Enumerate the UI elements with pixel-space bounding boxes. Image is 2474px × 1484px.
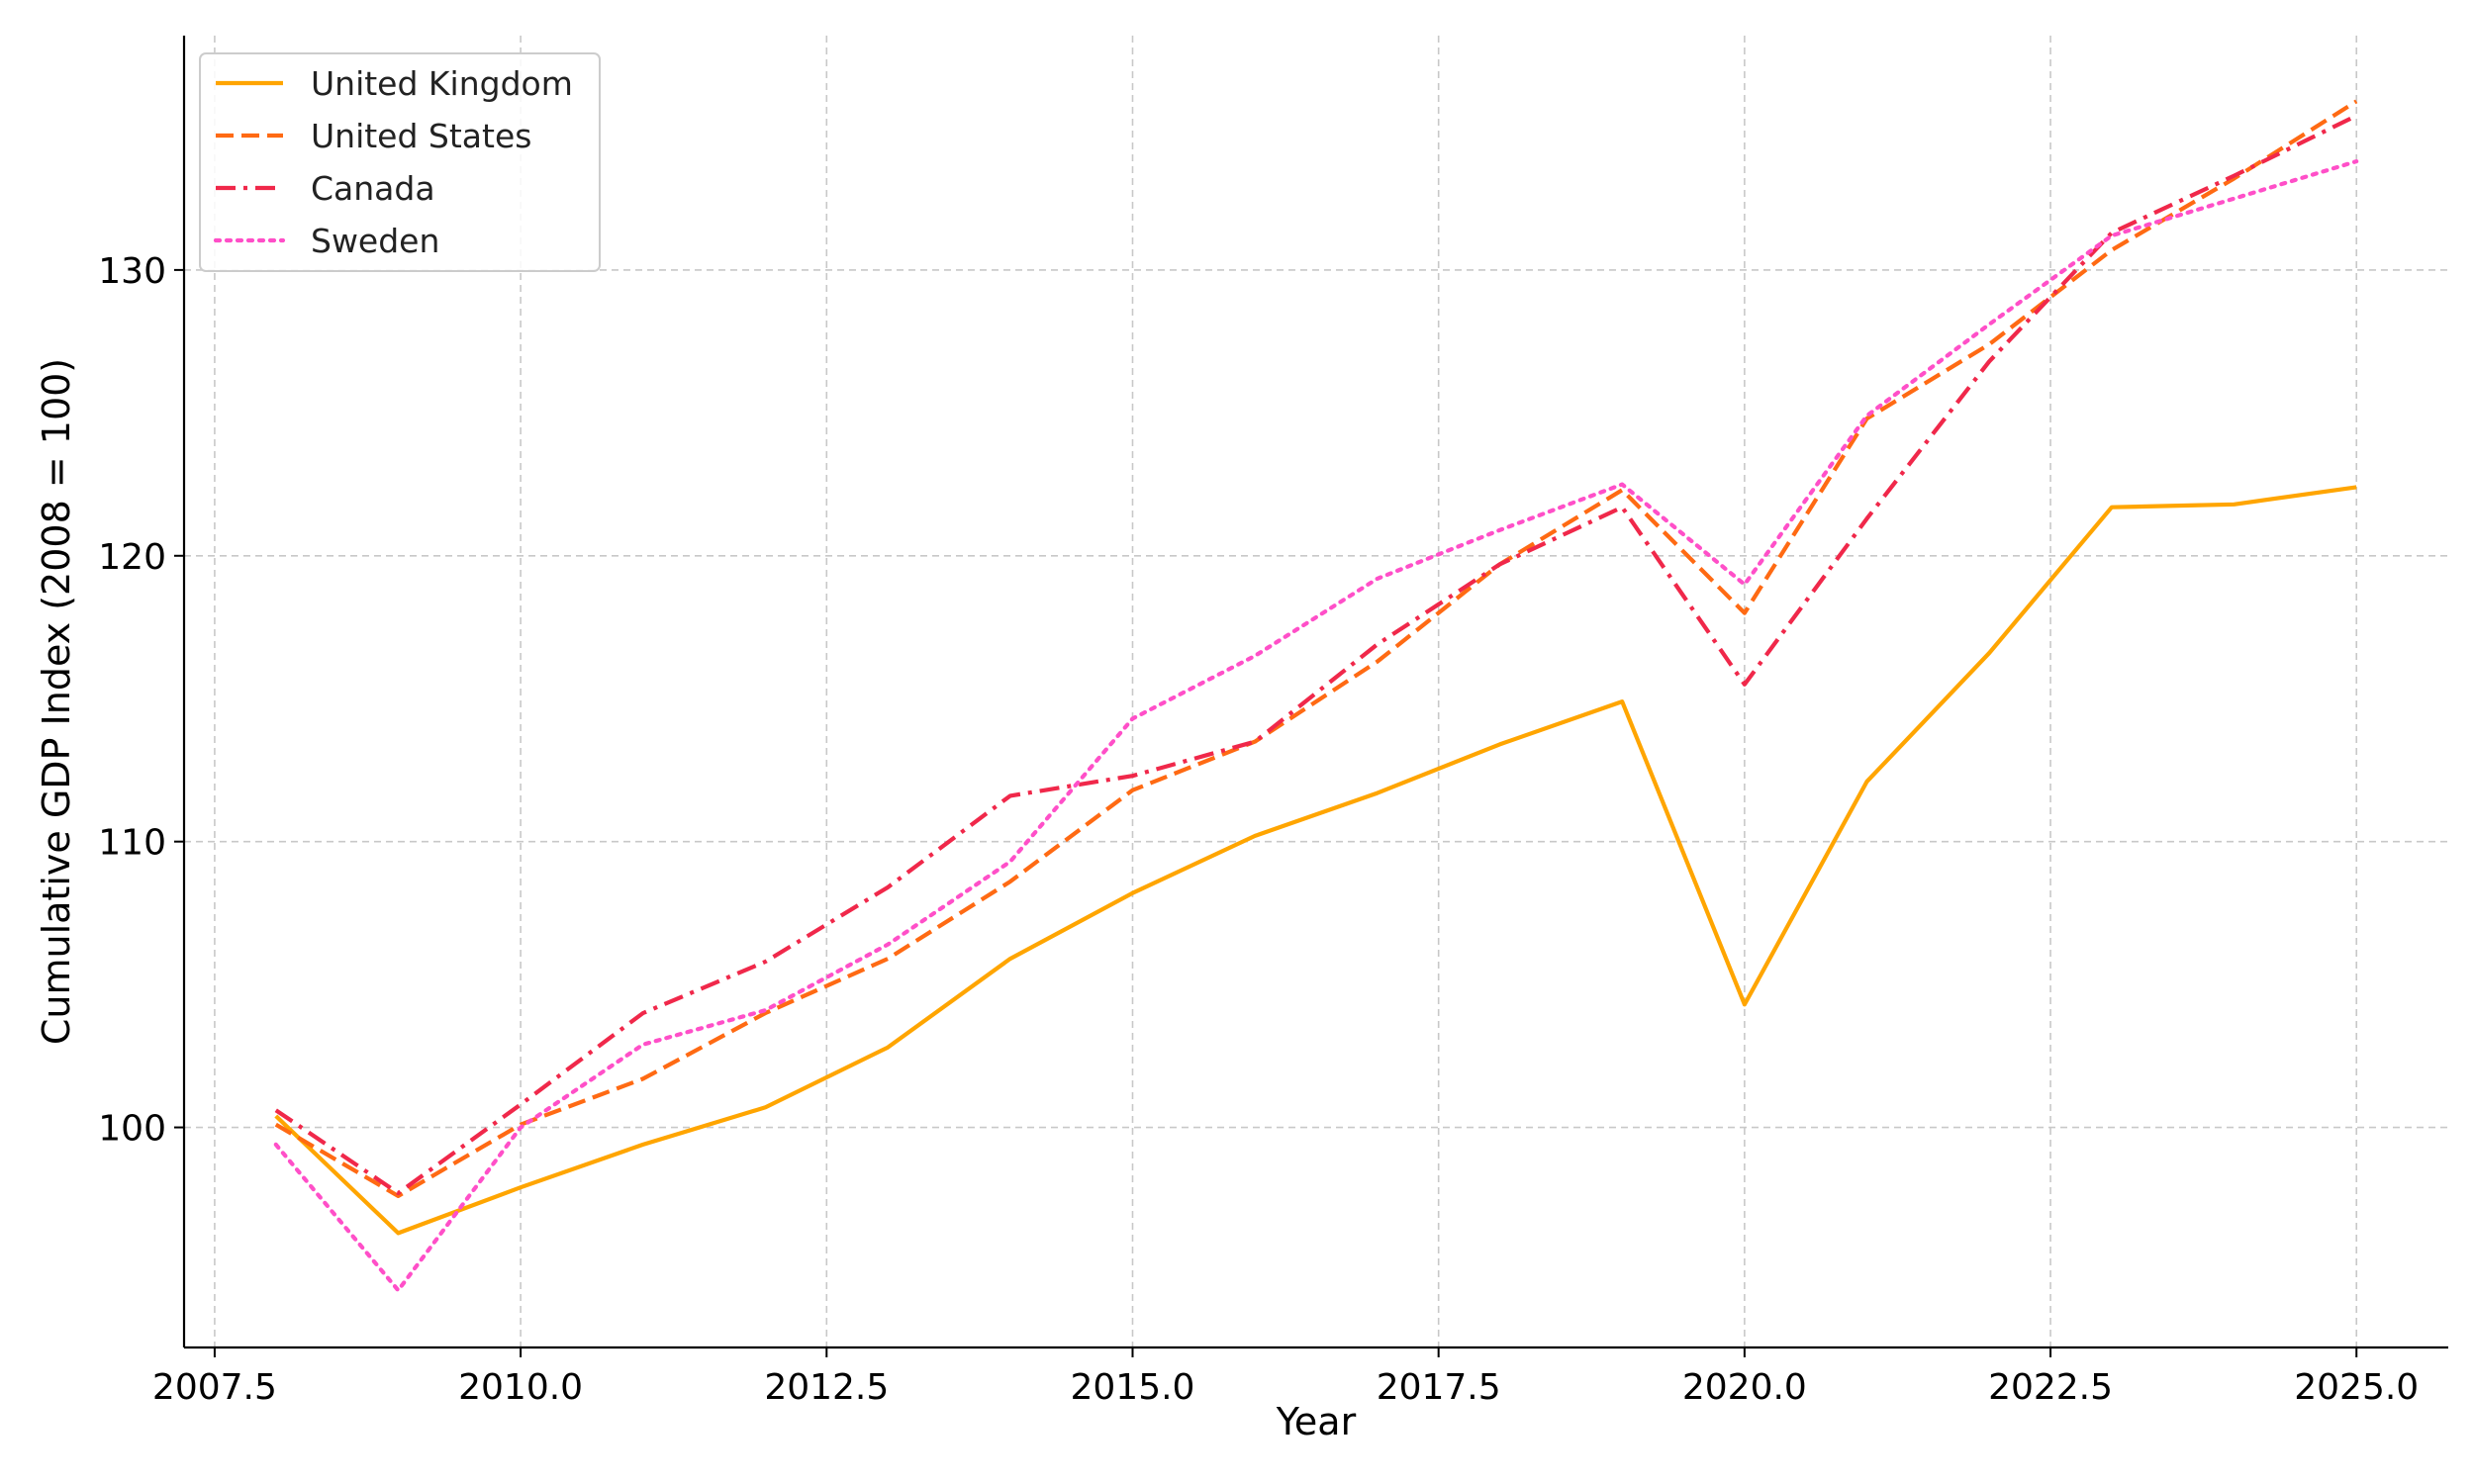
legend-label-canada: Canada xyxy=(311,169,435,208)
x-tick-label-5: 2020.0 xyxy=(1682,1367,1807,1408)
y-tick-label-2: 120 xyxy=(98,537,166,578)
series-line-sweden xyxy=(273,159,2359,1293)
legend-label-united-states: United States xyxy=(311,117,531,155)
x-tick-label-1: 2010.0 xyxy=(458,1367,583,1408)
series-line-united-kingdom xyxy=(274,485,2357,1236)
y-tick-label-3: 130 xyxy=(98,251,166,292)
x-tick-label-6: 2022.5 xyxy=(1988,1367,2113,1408)
y-tick-label-0: 100 xyxy=(98,1109,166,1150)
series-layer xyxy=(273,99,2359,1293)
x-tick-label-3: 2015.0 xyxy=(1071,1367,1195,1408)
legend-box xyxy=(199,52,601,272)
legend-label-sweden: Sweden xyxy=(311,222,439,260)
legend-label-united-kingdom: United Kingdom xyxy=(311,64,573,103)
y-tick-label-1: 110 xyxy=(98,823,166,864)
x-tick-label-2: 2012.5 xyxy=(764,1367,889,1408)
x-tick-label-7: 2025.0 xyxy=(2294,1367,2419,1408)
legend: United Kingdom United States Canada Sweden xyxy=(199,52,601,272)
tick-layer: 2007.5 2010.0 2012.5 2015.0 2017.5 2020.0 2022… xyxy=(98,251,2419,1408)
series-line-united-states xyxy=(274,99,2358,1199)
x-tick-label-4: 2017.5 xyxy=(1377,1367,1501,1408)
axes-layer xyxy=(182,36,2448,1349)
series-line-canada xyxy=(274,114,2358,1196)
x-axis-title: Year xyxy=(1276,1400,1357,1443)
y-axis-title: Cumulative GDP Index (2008 = 100) xyxy=(35,358,78,1045)
x-tick-label-0: 2007.5 xyxy=(152,1367,277,1408)
